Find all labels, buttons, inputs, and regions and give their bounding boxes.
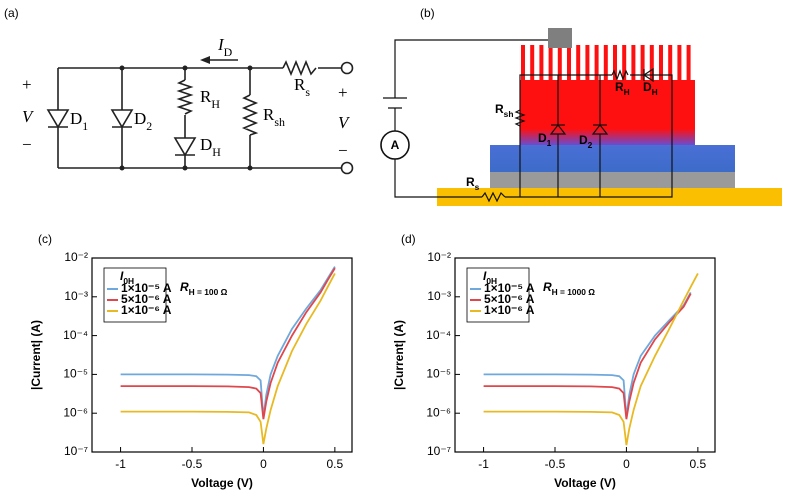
finger [594,45,599,81]
circuit-a: (a) + V − D1 D2 RH DH Rsh ID Rs + V − [4,6,354,175]
finger [567,45,571,81]
y-tick-label: 10⁻⁵ [426,367,451,381]
finger [631,45,636,81]
finger [640,45,645,81]
plus: + [338,83,348,102]
d2-label: D2 [579,133,593,150]
y-tick-label: 10⁻³ [64,289,88,303]
chart: (c) -1 -0.5 0 0.5 10⁻⁷ 10⁻⁶ 10⁻⁵ 10⁻⁴ 10⁻³ 10⁻² Vol… [29,232,353,490]
finger [521,45,525,81]
finger [548,45,553,81]
chart: (d) -1 -0.5 0 0.5 10⁻⁷ 10⁻⁶ 10⁻⁵ 10⁻⁴ 10⁻³ 10⁻² Vol… [392,232,716,490]
legend-label: 1×10⁻⁶ A [121,303,172,317]
finger [668,45,673,81]
series-line [483,293,692,420]
y-tick-label: 10⁻³ [427,289,451,303]
x-tick-label: -1 [478,457,489,471]
ammeter-label: A [391,138,400,152]
rs-label: Rs [294,75,310,99]
series-line [483,272,699,446]
finger [686,45,691,81]
legend-title: I0H [120,269,134,286]
d2-label: D2 [134,109,152,133]
x-tick-label: 0.5 [327,457,344,471]
y-tick-label: 10⁻⁴ [63,328,88,342]
x-axis-label: Voltage (V) [554,476,616,490]
d1-label: D1 [70,109,88,133]
plus: + [22,75,32,94]
y-tick-label: 10⁻⁶ [63,405,88,419]
minus: − [22,135,32,154]
finger [622,45,627,81]
dh-label: DH [643,80,658,97]
finger [557,45,562,81]
annotation: RH = 1000 Ω [543,280,595,297]
rs-label: Rs [466,175,480,192]
legend-box [103,267,167,323]
panel-label: (d) [401,232,416,246]
x-tick-label: 0 [623,457,630,471]
series-line [120,272,336,445]
y-tick-label: 10⁻⁴ [426,328,451,342]
plot-frame [91,257,353,453]
d1-label: D1 [538,131,552,148]
device-b: (b) A Rsh RH DH D1 D2 Rs [380,6,782,206]
legend-label: 1×10⁻⁶ A [484,303,535,317]
legend-label: 5×10⁻⁶ A [121,292,172,306]
x-tick-label: -0.5 [182,457,203,471]
series-line [120,267,336,420]
panel-label: (a) [4,6,19,20]
finger [539,45,544,81]
x-tick-label: 0 [260,457,267,471]
y-tick-label: 10⁻² [427,250,451,264]
x-axis-label: Voltage (V) [191,476,253,490]
x-tick-label: 0.5 [690,457,707,471]
legend-label: 5×10⁻⁶ A [484,292,535,306]
panel-label: (b) [420,6,435,20]
finger [677,45,682,81]
annotation: RH = 100 Ω [180,280,228,297]
finger [649,45,654,81]
y-axis-label: |Current| (A) [29,320,43,390]
voltage: V [22,107,35,126]
minus: − [338,141,348,160]
rsh-label: Rsh [263,105,285,129]
dh-label: DH [200,135,221,159]
finger [585,45,590,81]
y-tick-label: 10⁻² [64,250,88,264]
legend-label: 1×10⁻⁵ A [121,281,172,295]
finger [576,45,581,81]
finger [613,45,617,81]
x-tick-label: -1 [115,457,126,471]
rh-label: RH [615,80,630,97]
finger [659,45,663,81]
y-tick-label: 10⁻⁷ [427,444,451,458]
y-axis-label: |Current| (A) [392,320,406,390]
rsh-label: Rsh [495,102,513,119]
id-label: ID [217,35,233,59]
x-tick-label: -0.5 [545,457,566,471]
voltage: V [338,113,351,132]
plot-frame [454,257,716,453]
y-tick-label: 10⁻⁵ [63,367,88,381]
legend-title: I0H [483,269,497,286]
y-tick-label: 10⁻⁶ [426,405,451,419]
y-tick-label: 10⁻⁷ [64,444,88,458]
panel-label: (c) [38,232,52,246]
finger [603,45,608,81]
legend-label: 1×10⁻⁵ A [484,281,535,295]
rh-label: RH [200,87,220,111]
finger [530,45,535,81]
legend-box [466,267,530,323]
